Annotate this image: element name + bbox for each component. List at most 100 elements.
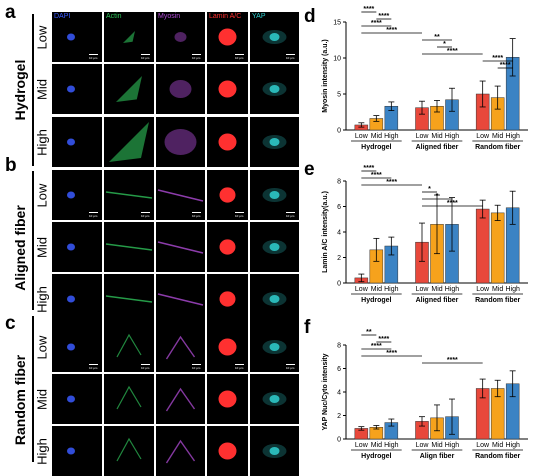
x-tick-label: Mid bbox=[431, 442, 442, 449]
significance-label: **** bbox=[500, 62, 511, 69]
x-tick-label: Low bbox=[355, 133, 369, 140]
x-tick-label: Mid bbox=[492, 286, 503, 293]
significance-label: **** bbox=[363, 165, 374, 172]
micrograph-tile bbox=[250, 274, 299, 324]
channel-label: Myosin bbox=[158, 13, 181, 20]
scale-bar bbox=[141, 364, 150, 365]
micrograph-tile bbox=[250, 12, 299, 62]
y-tick-label: 0 bbox=[337, 128, 341, 135]
group-label: Hydrogel bbox=[361, 297, 391, 304]
scale-bar bbox=[141, 54, 150, 55]
bar bbox=[475, 208, 490, 284]
x-tick-label: High bbox=[505, 442, 520, 449]
micrograph-tile bbox=[104, 322, 154, 372]
y-tick-label: 10 bbox=[333, 56, 341, 63]
micrograph-tile bbox=[52, 117, 102, 167]
scale-bar-label: 10 µm bbox=[192, 56, 201, 60]
x-tick-label: Mid bbox=[492, 442, 503, 449]
micrograph-tile bbox=[250, 64, 299, 114]
x-tick-label: High bbox=[445, 442, 460, 449]
y-axis-label: Lamin A/C intensity(a.u.) bbox=[322, 191, 329, 273]
scale-bar-label: 10 µm bbox=[286, 56, 295, 60]
channel-label: Actin bbox=[106, 13, 122, 20]
group-label: Random fiber bbox=[475, 453, 520, 460]
micrograph-tile bbox=[156, 274, 205, 324]
micrograph-tile bbox=[104, 170, 154, 220]
scale-bar bbox=[286, 364, 295, 365]
significance-label: **** bbox=[447, 357, 458, 364]
micrograph-tile bbox=[156, 322, 205, 372]
panel-letter: c bbox=[5, 313, 16, 334]
micrograph-tile bbox=[250, 117, 299, 167]
scale-bar-label: 10 µm bbox=[235, 56, 244, 60]
micrograph-tile bbox=[156, 64, 205, 114]
x-tick-label: High bbox=[505, 133, 520, 140]
panel-letter: d bbox=[304, 6, 316, 27]
micrograph-tile bbox=[250, 374, 299, 424]
x-tick-label: Low bbox=[476, 442, 490, 449]
micrograph-tile bbox=[207, 274, 248, 324]
x-tick-label: Low bbox=[476, 286, 490, 293]
micrograph-tile bbox=[104, 374, 154, 424]
y-tick-label: 2 bbox=[337, 413, 341, 420]
scale-bar bbox=[235, 364, 244, 365]
micrograph-tile bbox=[104, 222, 154, 272]
channel-label: DAPI bbox=[54, 13, 71, 20]
significance-label: * bbox=[443, 41, 446, 48]
x-tick-label: Low bbox=[416, 286, 430, 293]
x-tick-label: High bbox=[384, 133, 399, 140]
significance-label: **** bbox=[492, 55, 503, 62]
significance-label: **** bbox=[363, 6, 374, 13]
y-tick-label: 0 bbox=[337, 437, 341, 444]
scale-bar bbox=[235, 54, 244, 55]
scale-bar bbox=[286, 212, 295, 213]
y-tick-label: 0 bbox=[337, 281, 341, 288]
panel-letter: e bbox=[304, 159, 315, 180]
x-tick-label: Mid bbox=[431, 133, 442, 140]
significance-label: * bbox=[436, 193, 439, 200]
significance-label: ** bbox=[366, 329, 372, 336]
y-tick-label: 8 bbox=[337, 343, 341, 350]
micrograph-tile bbox=[104, 12, 154, 62]
micrograph-tile bbox=[156, 374, 205, 424]
scale-bar bbox=[89, 54, 98, 55]
scale-bar-label: 10 µm bbox=[89, 56, 98, 60]
scale-bar-label: 10 µm bbox=[235, 366, 244, 370]
micrograph-tile bbox=[207, 12, 248, 62]
significance-label: ** bbox=[434, 34, 440, 41]
micrograph-tile bbox=[250, 322, 299, 372]
y-tick-label: 5 bbox=[337, 92, 341, 99]
x-tick-label: Low bbox=[416, 133, 430, 140]
micrograph-tile bbox=[156, 117, 205, 167]
x-tick-label: Low bbox=[355, 442, 369, 449]
significance-label: * bbox=[428, 186, 431, 193]
significance-label: **** bbox=[378, 336, 389, 343]
y-tick-label: 6 bbox=[337, 204, 341, 211]
group-label: Aligned fiber bbox=[416, 297, 459, 304]
micrograph-tile bbox=[250, 426, 299, 476]
scale-bar bbox=[141, 212, 150, 213]
micrograph-tile bbox=[207, 64, 248, 114]
channel-label: Lamin A/C bbox=[209, 13, 242, 20]
x-tick-label: High bbox=[445, 286, 460, 293]
significance-label: **** bbox=[386, 179, 397, 186]
micrograph-tile bbox=[250, 222, 299, 272]
significance-label: **** bbox=[371, 343, 382, 350]
group-label: Hydrogel bbox=[361, 453, 391, 460]
group-divider bbox=[32, 14, 34, 166]
significance-label: **** bbox=[447, 200, 458, 207]
group-divider bbox=[32, 171, 34, 310]
scale-bar-label: 10 µm bbox=[141, 214, 150, 218]
y-axis-label: Myosin intensity (a.u.) bbox=[322, 39, 329, 113]
channel-label: YAP bbox=[252, 13, 266, 20]
y-tick-label: 2 bbox=[337, 255, 341, 262]
x-tick-label: Mid bbox=[431, 286, 442, 293]
scale-bar-label: 10 µm bbox=[286, 214, 295, 218]
micrograph-tile bbox=[207, 170, 248, 220]
micrograph-tile bbox=[207, 117, 248, 167]
x-tick-label: High bbox=[384, 286, 399, 293]
scale-bar-label: 10 µm bbox=[192, 214, 201, 218]
micrograph-tile bbox=[156, 222, 205, 272]
y-tick-label: 6 bbox=[337, 366, 341, 373]
